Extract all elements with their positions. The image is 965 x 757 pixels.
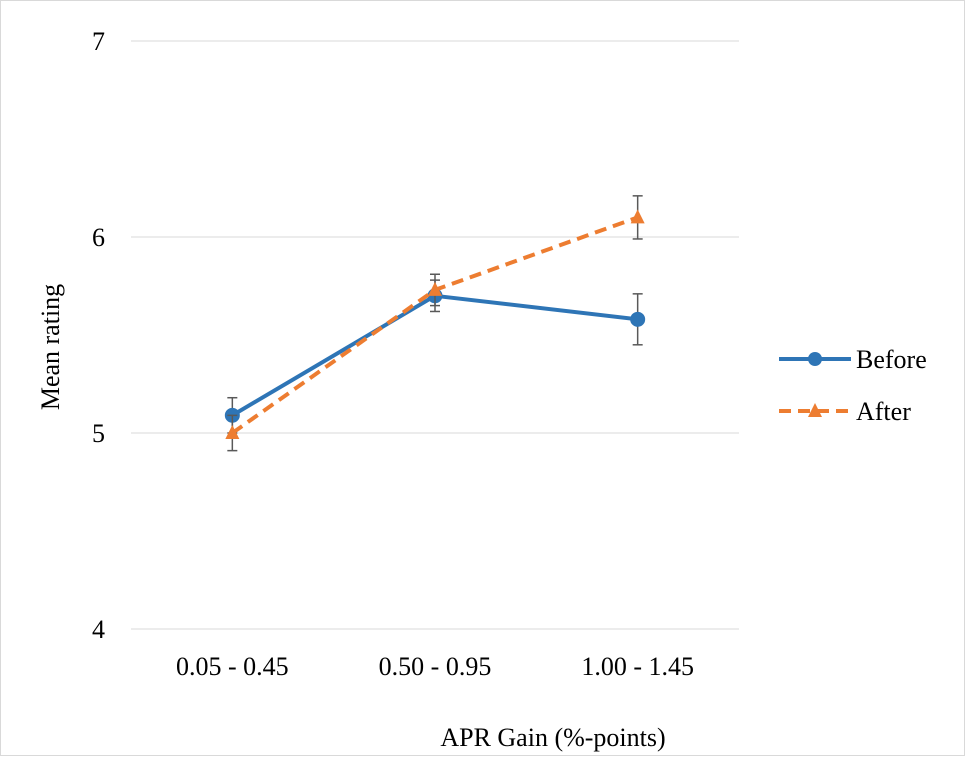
data-point: [630, 209, 645, 224]
x-axis-title: APR Gain (%-points): [440, 723, 665, 752]
gridlines: [131, 40, 739, 630]
legend-marker: [808, 403, 822, 417]
y-tick-label: 6: [92, 223, 105, 252]
data-point: [428, 281, 442, 296]
legend-item-before: Before: [779, 345, 927, 374]
data-point: [630, 311, 646, 327]
series-line: [231, 215, 639, 435]
series-line: [231, 293, 638, 418]
y-axis-title: Mean rating: [36, 284, 65, 410]
y-tick-labels: 4 5 6 7: [92, 27, 105, 644]
data-point: [225, 425, 240, 439]
y-tick-label: 4: [92, 615, 105, 644]
x-tick-label: 1.00 - 1.45: [581, 652, 694, 681]
x-tick-label: 0.05 - 0.45: [176, 652, 289, 681]
x-tick-labels: 0.05 - 0.45 0.50 - 0.95 1.00 - 1.45: [176, 652, 694, 681]
legend-marker: [808, 352, 822, 366]
y-tick-label: 7: [92, 27, 105, 56]
x-tick-label: 0.50 - 0.95: [379, 652, 492, 681]
legend-label: Before: [856, 345, 927, 374]
y-tick-label: 5: [92, 419, 105, 448]
series-after: [225, 195, 645, 452]
series-layer: [224, 195, 646, 452]
legend-item-after: After: [779, 397, 911, 426]
legend-label: After: [856, 397, 911, 426]
legend: Before After: [779, 345, 927, 426]
